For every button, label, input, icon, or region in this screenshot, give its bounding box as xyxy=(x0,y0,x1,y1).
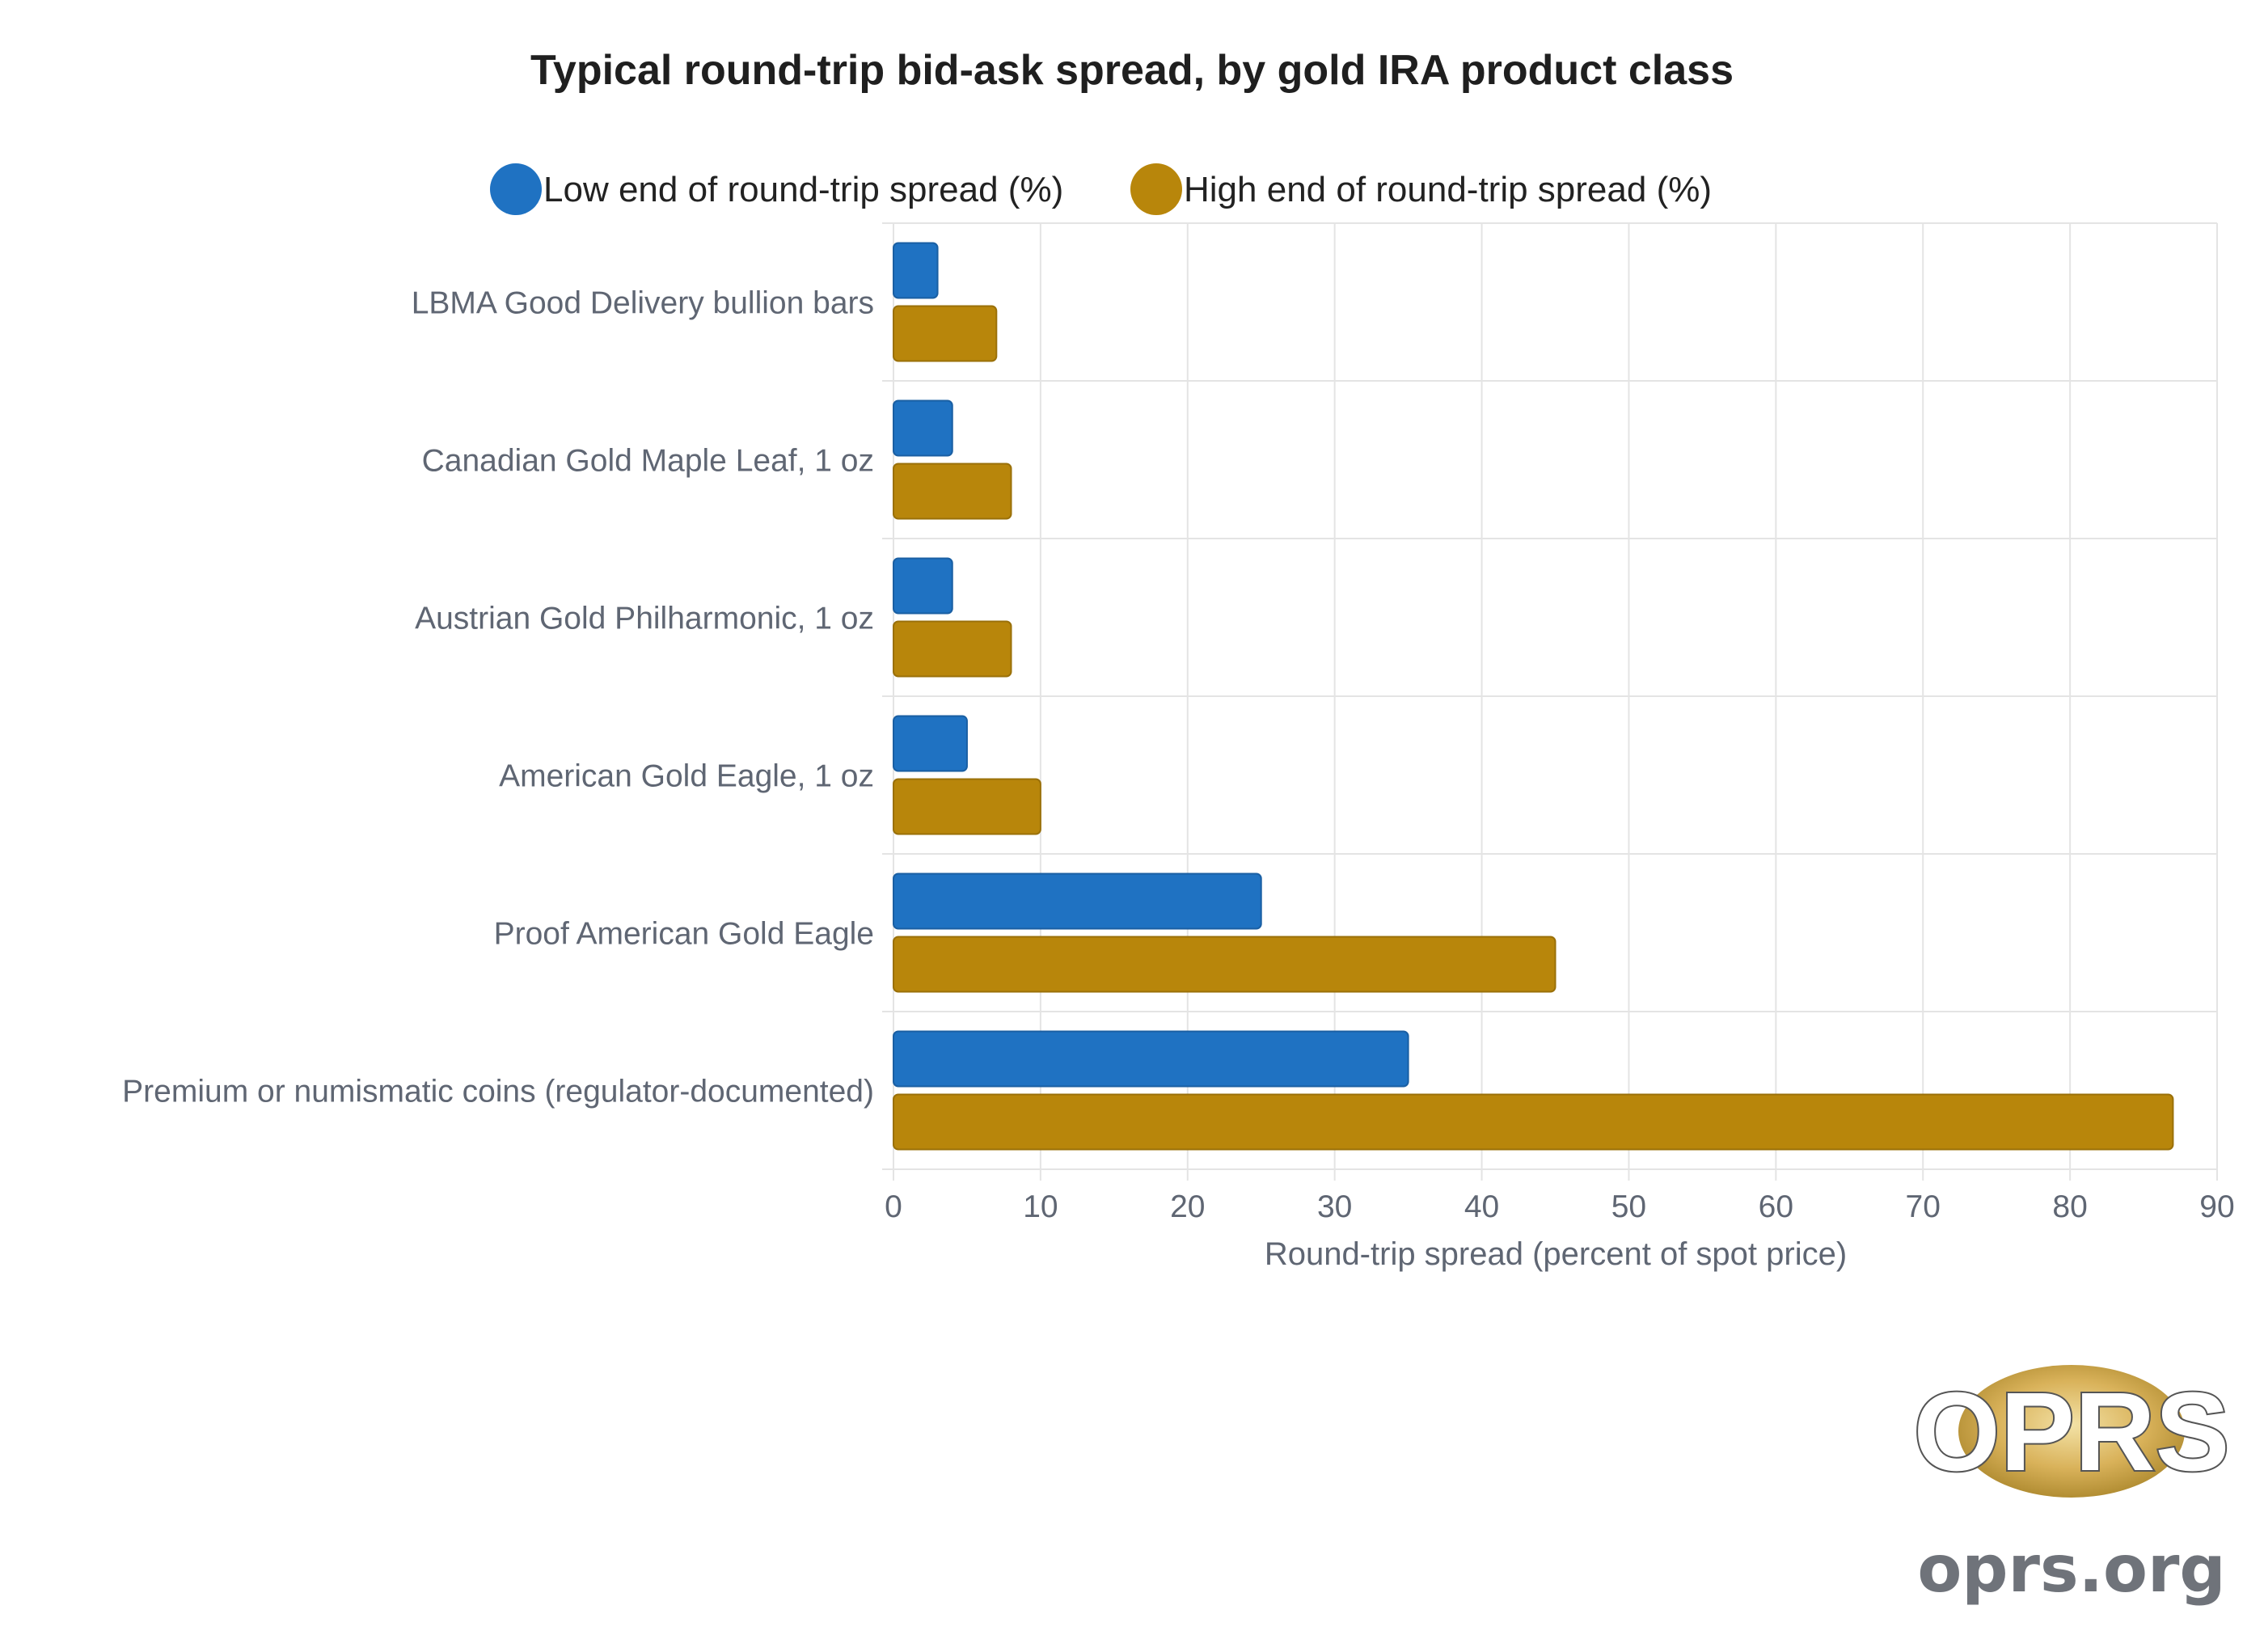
legend-label: High end of round-trip spread (%) xyxy=(1184,170,1712,209)
category-label: Premium or numismatic coins (regulator-d… xyxy=(122,1075,874,1109)
x-axis-label: Round-trip spread (percent of spot price… xyxy=(1265,1236,1847,1272)
bar-low-3 xyxy=(893,557,953,615)
bar-high-1 xyxy=(893,305,998,362)
legend-swatch xyxy=(490,163,542,215)
bar-low-2 xyxy=(893,399,953,457)
x-tick-label: 90 xyxy=(2199,1189,2234,1224)
x-tick-label: 60 xyxy=(1759,1189,1793,1224)
category-label: Austrian Gold Philharmonic, 1 oz xyxy=(415,602,874,636)
legend-swatch xyxy=(1130,163,1182,215)
bar-low-5 xyxy=(893,872,1262,930)
x-tick-label: 80 xyxy=(2052,1189,2087,1224)
x-tick-label: 50 xyxy=(1611,1189,1646,1224)
x-tick-label: 70 xyxy=(1906,1189,1941,1224)
x-tick-label: 30 xyxy=(1317,1189,1352,1224)
legend-label: Low end of round-trip spread (%) xyxy=(543,170,1063,209)
category-label: Canadian Gold Maple Leaf, 1 oz xyxy=(422,444,874,479)
bar-high-2 xyxy=(893,463,1012,520)
logo-gold-disc xyxy=(1958,1365,2185,1498)
x-tick-label: 40 xyxy=(1464,1189,1499,1224)
oprs-logo: OPRS oprs.org xyxy=(1911,1365,2232,1607)
x-tick-label: 0 xyxy=(885,1189,902,1224)
chart-title: Typical round-trip bid-ask spread, by go… xyxy=(530,47,1734,94)
x-tick-label: 10 xyxy=(1023,1189,1058,1224)
bar-low-6 xyxy=(893,1030,1409,1088)
bar-high-4 xyxy=(893,778,1041,835)
logo-site-url: oprs.org xyxy=(1917,1532,2225,1607)
bar-low-4 xyxy=(893,715,968,772)
category-label: LBMA Good Delivery bullion bars xyxy=(412,286,874,321)
legend: Low end of round-trip spread (%) High end… xyxy=(490,163,1712,215)
grid xyxy=(882,222,2218,1181)
category-label: Proof American Gold Eagle xyxy=(494,917,874,952)
category-labels: LBMA Good Delivery bullion bars Canadian … xyxy=(122,286,874,1109)
bar-low-1 xyxy=(893,242,939,299)
bar-high-3 xyxy=(893,620,1012,678)
bar-high-5 xyxy=(893,936,1556,993)
x-tick-label: 20 xyxy=(1170,1189,1205,1224)
bar-high-6 xyxy=(893,1093,2174,1151)
bars xyxy=(893,242,2174,1151)
x-tick-labels: 0 10 20 30 40 50 60 70 80 90 xyxy=(885,1189,2235,1224)
category-label: American Gold Eagle, 1 oz xyxy=(499,759,874,794)
logo-wordmark: OPRS xyxy=(1913,1370,2229,1494)
